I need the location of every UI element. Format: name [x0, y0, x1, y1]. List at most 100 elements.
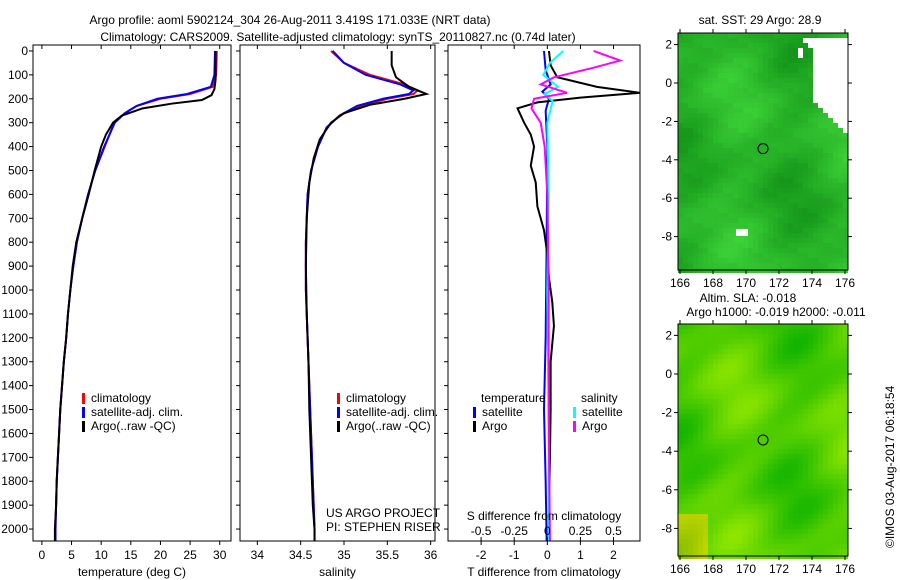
map-cell: [718, 404, 723, 409]
map-cell: [703, 514, 708, 519]
map-cell: [838, 233, 843, 238]
map-cell: [753, 43, 758, 48]
map-cell: [823, 203, 828, 208]
map-cell: [793, 389, 798, 394]
map-cell: [773, 143, 778, 148]
map-cell: [698, 223, 703, 228]
map-cell: [758, 409, 763, 414]
map-cell: [783, 63, 788, 68]
map-cell: [843, 253, 848, 258]
map-cell: [728, 133, 733, 138]
map-cell: [683, 113, 688, 118]
map-cell: [743, 379, 748, 384]
map-cell: [813, 133, 818, 138]
map-cell: [828, 258, 833, 263]
map-cell: [843, 103, 848, 108]
map-cell: [753, 228, 758, 233]
map-cell: [793, 158, 798, 163]
map-cell: [818, 534, 823, 539]
map-cell: [768, 203, 773, 208]
map-cell: [768, 444, 773, 449]
map-cell: [698, 203, 703, 208]
map-cell: [838, 389, 843, 394]
map-cell: [688, 494, 693, 499]
map-cell: [773, 434, 778, 439]
map-cell: [773, 43, 778, 48]
map-cell: [688, 173, 693, 178]
map-cell: [698, 439, 703, 444]
map-cell: [793, 474, 798, 479]
map-cell: [713, 203, 718, 208]
map-cell: [748, 504, 753, 509]
map-cell: [768, 118, 773, 123]
map-cell: [683, 409, 688, 414]
map-cell: [683, 68, 688, 73]
map-cell: [788, 88, 793, 93]
map-cell: [773, 354, 778, 359]
map-cell: [793, 549, 798, 554]
map-cell: [678, 68, 683, 73]
map-cell: [678, 208, 683, 213]
map-cell: [828, 78, 833, 83]
map-cell: [813, 193, 818, 198]
map-cell: [773, 544, 778, 549]
map-cell: [723, 339, 728, 344]
map-cell: [748, 123, 753, 128]
map-cell: [833, 213, 838, 218]
map-cell: [738, 404, 743, 409]
map-cell: [728, 38, 733, 43]
map-cell: [718, 153, 723, 158]
map-cell: [723, 404, 728, 409]
map-cell: [698, 414, 703, 419]
map-cell: [773, 248, 778, 253]
map-cell: [678, 103, 683, 108]
map-cell: [778, 238, 783, 243]
map-cell: [818, 178, 823, 183]
map-cell: [768, 63, 773, 68]
map-cell: [728, 143, 733, 148]
map-cell: [683, 223, 688, 228]
map-cell: [758, 394, 763, 399]
map-cell: [838, 168, 843, 173]
map-cell: [758, 183, 763, 188]
map-cell: [828, 168, 833, 173]
map-cell: [818, 354, 823, 359]
map-cell: [778, 263, 783, 268]
map-cell: [843, 98, 848, 103]
map-cell: [748, 544, 753, 549]
map-cell: [688, 83, 693, 88]
map-cell: [783, 439, 788, 444]
map-cell: [823, 148, 828, 153]
map-cell: [698, 263, 703, 268]
map-title: Altim. SLA: -0.018: [700, 291, 797, 305]
map-cell: [753, 118, 758, 123]
map-cell: [718, 504, 723, 509]
map-cell: [808, 93, 813, 98]
map-cell: [813, 58, 818, 63]
map-cell: [698, 153, 703, 158]
map-cell: [723, 148, 728, 153]
map-cell: [843, 424, 848, 429]
map-cell: [693, 168, 698, 173]
map-cell: [678, 344, 683, 349]
map-cell: [778, 364, 783, 369]
map-cell: [843, 173, 848, 178]
map-cell: [683, 519, 688, 524]
map-cell: [713, 484, 718, 489]
map-cell: [708, 228, 713, 233]
map-cell: [688, 73, 693, 78]
map-cell: [813, 524, 818, 529]
legend-swatch: [82, 421, 85, 432]
map-cell: [723, 504, 728, 509]
map-cell: [758, 258, 763, 263]
map-cell: [773, 78, 778, 83]
map-cell: [838, 494, 843, 499]
map-cell: [678, 173, 683, 178]
map-cell: [723, 454, 728, 459]
map-cell: [758, 499, 763, 504]
map-cell: [803, 128, 808, 133]
map-cell: [678, 43, 683, 48]
map-cell: [783, 409, 788, 414]
map-cell: [813, 354, 818, 359]
map-cell: [678, 529, 683, 534]
